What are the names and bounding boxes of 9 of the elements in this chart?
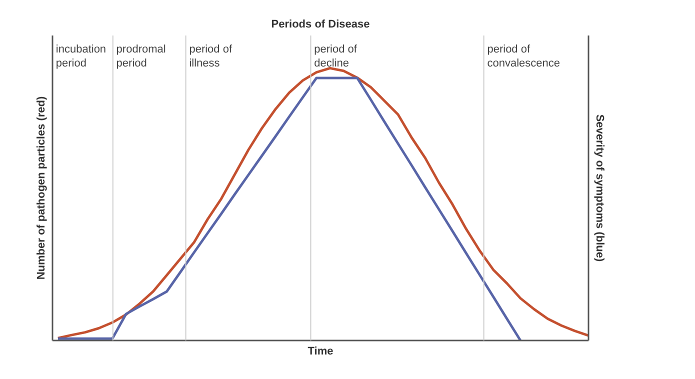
annotation: prodromal period <box>116 44 166 70</box>
chart-title: Periods of Disease <box>271 18 370 30</box>
y-axis-title: Number of pathogen particles (red) <box>36 96 48 280</box>
y2-axis-title: Severity of symptoms (blue) <box>594 114 606 262</box>
annotation: period of convalescence <box>487 44 560 70</box>
annotation: incubation period <box>56 44 106 70</box>
annotation: period of illness <box>189 44 233 70</box>
x-axis-title: Time <box>308 346 334 358</box>
annotation: period of decline <box>314 44 358 70</box>
